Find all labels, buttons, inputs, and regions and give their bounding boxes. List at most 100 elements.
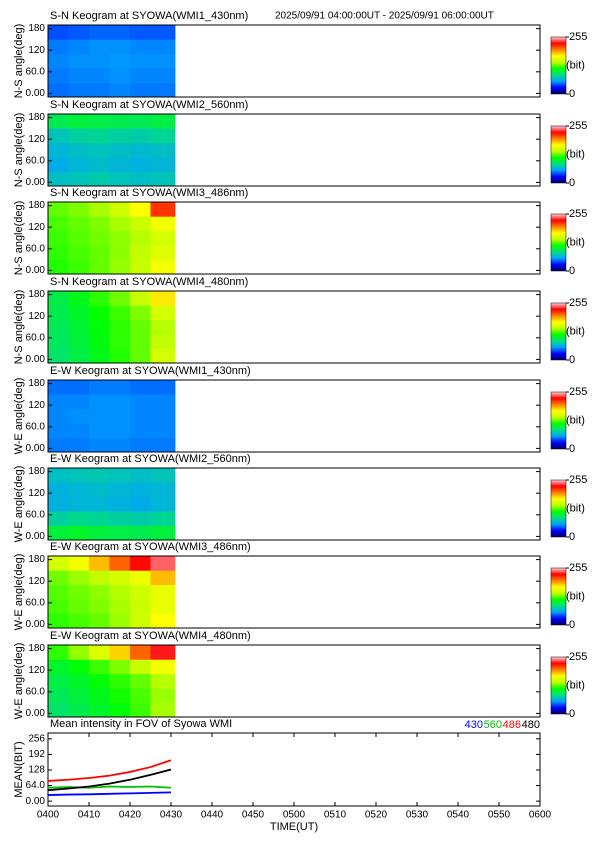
colorbar — [550, 302, 567, 361]
heat-cell — [68, 659, 90, 675]
heat-cell — [89, 230, 110, 246]
heat-cell — [150, 334, 176, 349]
y-tick-label: 128 — [28, 765, 45, 776]
heat-cell — [150, 114, 176, 129]
y-tick-label: 60.0 — [26, 66, 46, 77]
y-tick-label: 0.00 — [26, 531, 46, 542]
y-tick-label: 0.00 — [26, 796, 46, 807]
heat-cell — [130, 408, 151, 424]
y-tick-label: 120 — [28, 400, 45, 411]
y-tick-label: 180 — [28, 643, 45, 654]
heat-cell — [109, 157, 131, 172]
heat-cell — [150, 68, 176, 83]
heat-cell — [68, 599, 90, 614]
heat-cell — [130, 468, 151, 483]
heat-cell — [89, 688, 110, 703]
heat-cell — [48, 25, 69, 40]
heat-cell — [48, 291, 69, 306]
heat-cell — [130, 496, 151, 512]
heat-cell — [150, 39, 176, 55]
heat-cell — [68, 408, 90, 424]
y-axis-label: W-E angle(deg) — [13, 643, 25, 720]
colorbar-label: (bit) — [566, 325, 585, 337]
heat-cell — [109, 496, 131, 512]
heat-cell — [109, 142, 131, 158]
heat-cell — [109, 659, 131, 675]
colorbar — [550, 656, 567, 715]
colorbar-tick-label: 255 — [569, 297, 587, 309]
heat-cell — [48, 437, 69, 453]
heat-cell — [130, 556, 151, 571]
heat-cell — [130, 525, 151, 541]
heat-cell — [150, 482, 176, 498]
colorbar-tick-label: 0 — [569, 443, 575, 455]
heat-cell — [48, 348, 69, 364]
colorbar — [550, 213, 567, 272]
heat-cell — [150, 511, 176, 526]
heat-cell — [48, 613, 69, 629]
heat-cell — [130, 482, 151, 498]
y-axis-label: W-E angle(deg) — [13, 378, 25, 455]
heat-cell — [150, 525, 176, 541]
y-tick-label: 60.0 — [26, 155, 46, 166]
heat-cell — [130, 53, 151, 69]
colorbar — [550, 125, 567, 184]
heat-cell — [109, 53, 131, 69]
heat-cell — [130, 380, 151, 395]
heat-cell — [150, 230, 176, 246]
heat-cell — [68, 68, 90, 83]
heat-cell — [48, 511, 69, 526]
heat-cell — [68, 702, 90, 718]
heat-cell — [89, 659, 110, 675]
x-tick-label: 0540 — [447, 810, 470, 821]
colorbar-label: (bit) — [566, 59, 585, 71]
panel-title: S-N Keogram at SYOWA(WMI2_560nm) — [50, 99, 248, 111]
heat-cell — [89, 319, 110, 335]
heat-cell — [109, 305, 131, 321]
y-tick-label: 60.0 — [26, 421, 46, 432]
heat-cell — [68, 423, 90, 438]
y-axis-label: MEAN(BIT) — [13, 741, 25, 797]
y-tick-label: 180 — [28, 112, 45, 123]
plot-frame — [47, 379, 541, 453]
heat-cell — [109, 673, 131, 689]
y-tick-label: 180 — [28, 23, 45, 34]
heat-cell — [109, 599, 131, 614]
y-tick-label: 180 — [28, 200, 45, 211]
panel-title: E-W Keogram at SYOWA(WMI1_430nm) — [50, 365, 251, 377]
header-time-range: 2025/09/91 04:00:00UT - 2025/09/91 06:00… — [275, 11, 494, 22]
heat-cell — [130, 659, 151, 675]
heat-cell — [150, 259, 176, 275]
y-tick-label: 120 — [28, 488, 45, 499]
heat-cell — [89, 291, 110, 306]
heat-cell — [109, 245, 131, 260]
heat-cell — [68, 291, 90, 306]
heat-cell — [109, 423, 131, 438]
y-tick-label: 0.00 — [26, 443, 46, 454]
heat-cell — [109, 230, 131, 246]
plot-frame — [47, 24, 541, 98]
heat-cell — [89, 468, 110, 483]
heat-cell — [109, 584, 131, 600]
heat-cell — [109, 25, 131, 40]
heat-cell — [48, 39, 69, 55]
heat-cell — [130, 39, 151, 55]
heat-cell — [48, 496, 69, 512]
panel-title: S-N Keogram at SYOWA(WMI1_430nm) — [50, 10, 248, 22]
heat-cell — [150, 25, 176, 40]
heat-cell — [109, 348, 131, 364]
x-tick-label: 0400 — [37, 810, 60, 821]
y-axis-label: W-E angle(deg) — [13, 554, 25, 631]
colorbar-tick-label: 0 — [569, 88, 575, 100]
heat-cell — [68, 53, 90, 69]
y-tick-label: 0.00 — [26, 265, 46, 276]
heat-cell — [150, 556, 176, 571]
y-tick-label: 0.00 — [26, 354, 46, 365]
heat-cell — [89, 380, 110, 395]
heat-cell — [109, 82, 131, 98]
colorbar-label: (bit) — [566, 414, 585, 426]
plot-frame — [47, 201, 541, 275]
heat-cell — [89, 348, 110, 364]
heat-cell — [68, 482, 90, 498]
heat-cell — [150, 245, 176, 260]
